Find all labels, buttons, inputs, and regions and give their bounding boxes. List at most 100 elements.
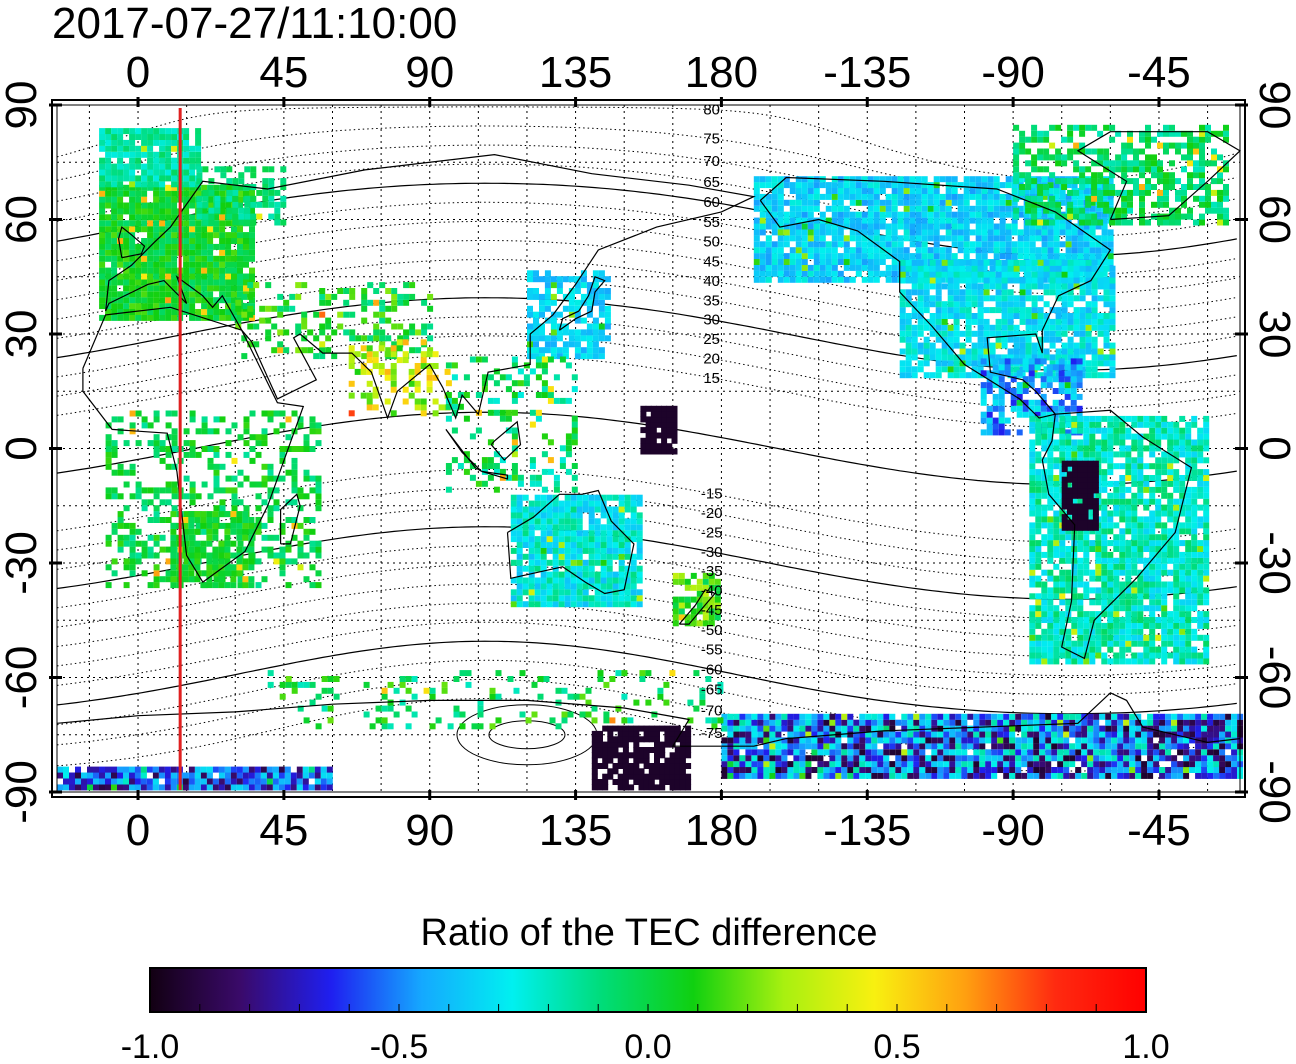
tec-pixel <box>1071 581 1078 588</box>
tec-pixel <box>963 223 970 230</box>
tec-pixel <box>1103 313 1110 319</box>
tec-pixel <box>403 282 410 289</box>
tec-pixel <box>248 582 255 589</box>
tec-pixel <box>1077 628 1084 635</box>
tec-pixel <box>612 577 619 584</box>
tec-pixel <box>309 517 316 523</box>
tec-pixel <box>1053 581 1060 588</box>
tec-pixel <box>1029 617 1036 623</box>
tec-pixel <box>534 542 541 548</box>
tec-pixel <box>373 299 380 306</box>
tec-pixel <box>678 596 685 603</box>
tec-pixel <box>159 151 166 158</box>
tec-pixel <box>1161 457 1168 464</box>
tec-pixel <box>123 564 130 571</box>
tec-pixel <box>1065 415 1072 422</box>
tec-pixel <box>801 276 808 283</box>
tec-pixel <box>1053 534 1060 541</box>
tec-pixel <box>1047 421 1054 428</box>
tec-pixel <box>1055 360 1062 367</box>
tec-pixel <box>1037 259 1044 266</box>
tec-pixel <box>831 247 838 254</box>
tec-pixel <box>319 353 326 360</box>
tec-pixel <box>1107 421 1114 428</box>
tec-pixel <box>1101 480 1108 487</box>
tec-pixel <box>933 193 940 200</box>
tec-pixel <box>813 205 820 212</box>
tec-pixel <box>564 530 571 537</box>
tec-pixel <box>867 253 874 260</box>
tec-pixel <box>795 241 802 248</box>
tec-pixel <box>1025 348 1032 355</box>
tec-pixel <box>135 220 142 227</box>
tec-pixel <box>624 536 631 543</box>
tec-pixel <box>147 175 154 182</box>
tec-pixel <box>843 235 850 242</box>
tec-pixel <box>568 299 575 306</box>
tec-pixel <box>141 314 148 321</box>
tec-pixel <box>250 172 257 179</box>
tec-pixel <box>1107 617 1114 623</box>
tec-pixel <box>237 249 243 256</box>
tec-pixel <box>232 189 239 196</box>
tec-pixel <box>274 207 281 214</box>
tec-pixel <box>1143 546 1150 552</box>
tec-pixel <box>959 372 966 379</box>
tec-pixel <box>1137 628 1144 635</box>
tec-pixel <box>1131 658 1138 665</box>
tec-pixel <box>390 380 397 387</box>
tec-pixel <box>957 223 964 230</box>
tec-pixel <box>481 463 488 469</box>
tec-pixel <box>939 247 946 254</box>
tec-pixel <box>99 285 106 292</box>
tec-pixel <box>1035 433 1042 440</box>
tec-pixel <box>915 247 922 254</box>
tec-pixel <box>1107 646 1114 653</box>
tec-pixel <box>1083 540 1090 547</box>
tec-pixel <box>230 511 237 518</box>
tec-pixel <box>1079 265 1086 272</box>
tec-pixel <box>1095 534 1102 541</box>
tec-pixel <box>1043 271 1050 278</box>
tec-pixel <box>153 451 160 458</box>
tec-pixel <box>279 451 286 458</box>
tec-pixel <box>981 235 988 242</box>
tec-pixel <box>111 303 118 310</box>
tec-pixel <box>612 595 619 602</box>
tec-pixel <box>807 247 814 254</box>
tec-pixel <box>1001 336 1008 343</box>
tec-pixel <box>861 182 868 189</box>
tec-pixel <box>212 534 219 541</box>
tec-pixel <box>1017 205 1024 212</box>
tec-pixel <box>1143 534 1150 541</box>
tec-pixel <box>546 524 553 531</box>
tec-pixel <box>1013 366 1020 373</box>
tec-pixel <box>117 493 124 500</box>
tec-pixel <box>1089 445 1096 452</box>
tec-pixel <box>1079 289 1086 296</box>
tec-pixel <box>977 342 984 349</box>
tec-pixel <box>899 348 906 355</box>
tec-pixel <box>891 193 898 200</box>
tec-pixel <box>771 182 778 189</box>
tec-pixel <box>1149 646 1156 653</box>
tec-pixel <box>396 357 403 364</box>
tec-pixel <box>945 205 952 212</box>
tec-pixel <box>618 512 625 519</box>
tec-pixel <box>111 214 118 221</box>
tec-pixel <box>1007 307 1014 314</box>
tec-pixel <box>129 291 136 298</box>
tec-pixel <box>576 518 583 525</box>
tec-pixel <box>983 289 990 296</box>
tec-pixel <box>1137 546 1144 552</box>
tec-pixel <box>237 469 244 476</box>
tec-pixel <box>129 267 136 274</box>
tec-pixel <box>141 181 148 188</box>
tec-pixel <box>1077 457 1084 464</box>
tec-pixel <box>783 223 790 230</box>
tec-pixel <box>789 188 796 194</box>
tec-pixel <box>636 536 643 543</box>
tec-pixel <box>255 558 262 565</box>
tec-pixel <box>977 265 984 272</box>
tec-pixel <box>947 360 954 367</box>
